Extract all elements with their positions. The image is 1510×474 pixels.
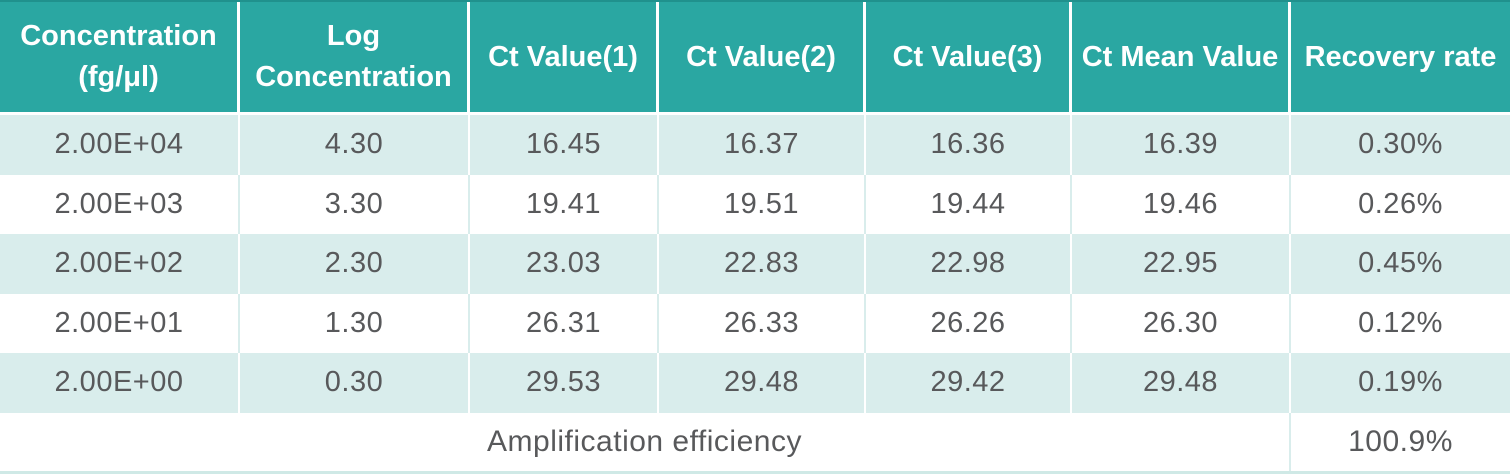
column-header-ct-value-2: Ct Value(2) [659, 2, 866, 115]
cell-log-concentration: 0.30 [240, 353, 470, 413]
cell-ct-value-2: 16.37 [659, 115, 866, 175]
cell-ct-mean-value: 29.48 [1072, 353, 1291, 413]
table-row: 2.00E+02 2.30 23.03 22.83 22.98 22.95 0.… [0, 234, 1510, 294]
header-line: (fg/μl) [78, 61, 159, 93]
cell-ct-value-1: 16.45 [470, 115, 659, 175]
cell-log-concentration: 2.30 [240, 234, 470, 294]
column-header-recovery-rate: Recovery rate [1291, 2, 1510, 115]
cell-ct-value-1: 23.03 [470, 234, 659, 294]
header-line: Ct Value(3) [892, 40, 1043, 73]
cell-ct-value-2: 19.51 [659, 174, 866, 234]
header-line: Ct Value(2) [686, 40, 836, 73]
header-line: Ct Mean Value [1081, 40, 1279, 73]
cell-log-concentration: 4.30 [240, 115, 470, 175]
cell-recovery-rate: 0.30% [1291, 115, 1510, 175]
table-row: 2.00E+00 0.30 29.53 29.48 29.42 29.48 0.… [0, 353, 1510, 413]
column-header-ct-value-1: Ct Value(1) [470, 2, 659, 115]
cell-recovery-rate: 0.19% [1291, 353, 1510, 413]
cell-ct-value-1: 19.41 [470, 174, 659, 234]
cell-concentration: 2.00E+03 [0, 174, 240, 234]
cell-concentration: 2.00E+00 [0, 353, 240, 413]
header-line: Concentration [20, 20, 217, 52]
column-header-concentration: Concentration (fg/μl) [0, 2, 240, 115]
cell-ct-mean-value: 19.46 [1072, 174, 1291, 234]
header-row: Concentration (fg/μl) Log Concentration … [0, 2, 1510, 115]
table-row: 2.00E+03 3.30 19.41 19.51 19.44 19.46 0.… [0, 174, 1510, 234]
cell-recovery-rate: 0.45% [1291, 234, 1510, 294]
cell-concentration: 2.00E+01 [0, 293, 240, 353]
footer-value-cell: 100.9% [1291, 412, 1510, 471]
cell-ct-value-3: 19.44 [866, 174, 1072, 234]
cell-concentration: 2.00E+04 [0, 115, 240, 175]
cell-ct-mean-value: 22.95 [1072, 234, 1291, 294]
header-line: Recovery rate [1304, 40, 1497, 73]
cell-ct-value-1: 26.31 [470, 293, 659, 353]
cell-ct-value-3: 16.36 [866, 115, 1072, 175]
cell-log-concentration: 3.30 [240, 174, 470, 234]
cell-ct-mean-value: 26.30 [1072, 293, 1291, 353]
column-header-ct-mean-value: Ct Mean Value [1072, 2, 1291, 115]
header-line: Log [326, 20, 381, 52]
cell-ct-value-2: 22.83 [659, 234, 866, 294]
column-header-log-concentration: Log Concentration [240, 2, 470, 115]
cell-ct-value-3: 22.98 [866, 234, 1072, 294]
cell-ct-value-2: 26.33 [659, 293, 866, 353]
cell-concentration: 2.00E+02 [0, 234, 240, 294]
footer-row: Amplification efficiency 100.9% [0, 412, 1510, 471]
footer-label-cell: Amplification efficiency [0, 412, 1291, 471]
cell-recovery-rate: 0.12% [1291, 293, 1510, 353]
column-header-ct-value-3: Ct Value(3) [866, 2, 1072, 115]
cell-ct-value-1: 29.53 [470, 353, 659, 413]
cell-log-concentration: 1.30 [240, 293, 470, 353]
cell-ct-value-3: 29.42 [866, 353, 1072, 413]
table-row: 2.00E+04 4.30 16.45 16.37 16.36 16.39 0.… [0, 115, 1510, 175]
table-row: 2.00E+01 1.30 26.31 26.33 26.26 26.30 0.… [0, 293, 1510, 353]
header-line: Concentration [255, 61, 452, 93]
cell-ct-mean-value: 16.39 [1072, 115, 1291, 175]
cell-ct-value-3: 26.26 [866, 293, 1072, 353]
cell-recovery-rate: 0.26% [1291, 174, 1510, 234]
header-line: Ct Value(1) [488, 40, 638, 73]
cell-ct-value-2: 29.48 [659, 353, 866, 413]
